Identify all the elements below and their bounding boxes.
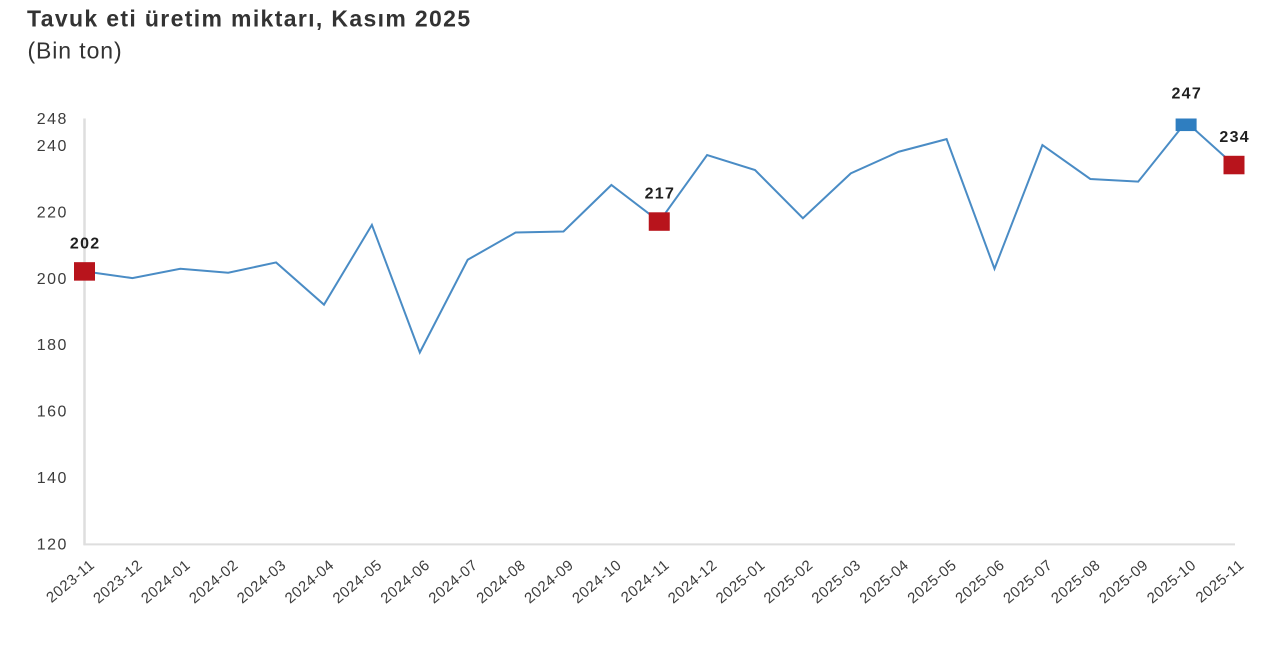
svg-text:234: 234 — [1219, 129, 1250, 146]
svg-text:Tavuk eti üretim miktarı, Kası: Tavuk eti üretim miktarı, Kasım 2025 — [27, 5, 471, 31]
svg-text:248: 248 — [37, 111, 68, 128]
svg-text:240: 240 — [37, 138, 68, 155]
svg-text:140: 140 — [37, 470, 68, 487]
svg-text:217: 217 — [645, 186, 676, 203]
svg-text:160: 160 — [37, 404, 68, 421]
svg-text:220: 220 — [37, 204, 68, 221]
svg-text:(Bin ton): (Bin ton) — [28, 38, 123, 64]
svg-text:247: 247 — [1171, 86, 1202, 103]
svg-text:200: 200 — [37, 271, 68, 288]
svg-text:120: 120 — [37, 537, 68, 554]
svg-text:202: 202 — [70, 235, 101, 252]
svg-text:180: 180 — [37, 337, 68, 354]
